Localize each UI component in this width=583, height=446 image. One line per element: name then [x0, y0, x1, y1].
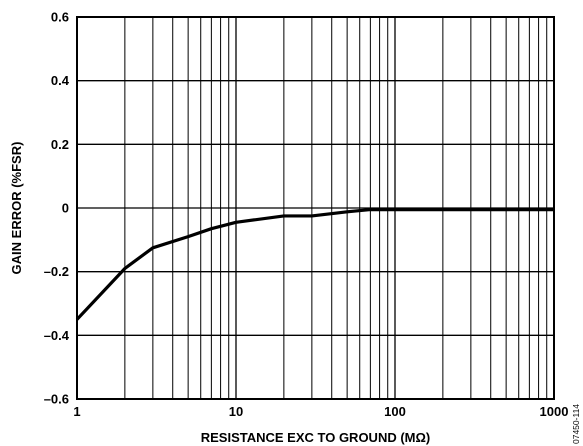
- y-tick-label: –0.2: [44, 264, 69, 279]
- x-tick-label: 10: [229, 404, 243, 419]
- y-tick-label: 0.6: [51, 10, 69, 25]
- y-tick-label: –0.6: [44, 392, 69, 407]
- x-tick-label: 1: [73, 404, 80, 419]
- gain-error-series-line: [75, 207, 554, 321]
- y-tick-label: –0.4: [44, 328, 70, 343]
- y-tick-labels: –0.6 –0.4 –0.2 0 0.2 0.4 0.6: [44, 10, 70, 407]
- x-axis-title: RESISTANCE EXC TO GROUND (MΩ): [201, 430, 431, 445]
- y-tick-label: 0: [62, 201, 69, 216]
- x-tick-label: 1000: [540, 404, 569, 419]
- x-tick-label: 100: [384, 404, 406, 419]
- figure-id: 07450-114: [571, 404, 581, 444]
- y-tick-label: 0.2: [51, 137, 69, 152]
- plot-frame: [76, 16, 555, 400]
- series-layer: [75, 207, 554, 321]
- x-tick-labels: 1 10 100 1000: [73, 404, 568, 419]
- y-axis-title: GAIN ERROR (%FSR): [9, 142, 24, 275]
- y-tick-label: 0.4: [51, 73, 70, 88]
